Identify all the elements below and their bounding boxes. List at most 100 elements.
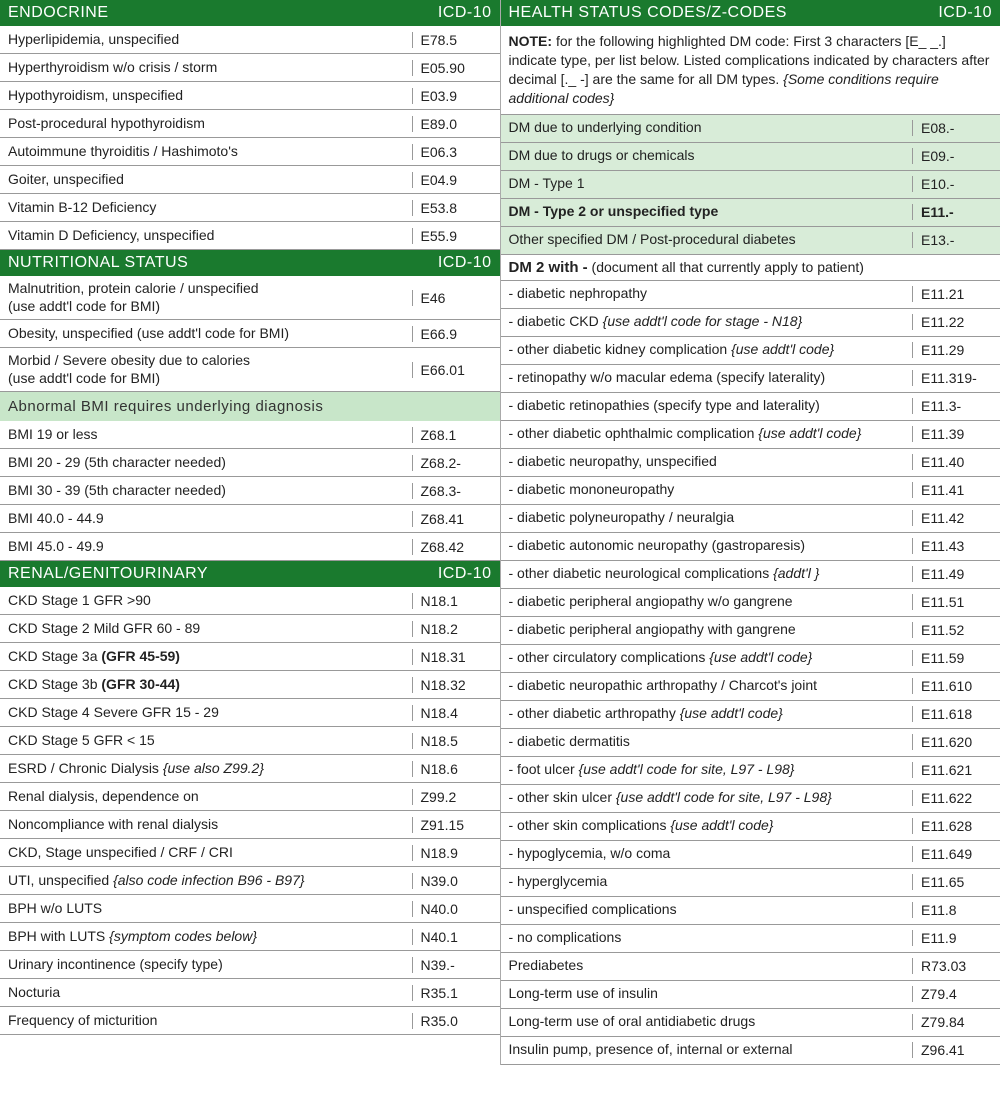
row-label: BMI 30 - 39 (5th character needed): [8, 482, 412, 500]
section-header: ENDOCRINEICD-10: [0, 0, 500, 26]
row-label: - diabetic neuropathy, unspecified: [509, 453, 913, 471]
row-code: Z68.41: [412, 511, 492, 527]
row-code: Z96.41: [912, 1042, 992, 1058]
row-code: E11.3-: [912, 398, 992, 414]
row-label: DM - Type 1: [509, 175, 913, 193]
table-row: CKD Stage 3b (GFR 30-44)N18.32: [0, 671, 500, 699]
row-code: E11.621: [912, 762, 992, 778]
table-row: DM - Type 2 or unspecified typeE11.-: [501, 199, 1000, 227]
row-code: E13.-: [912, 232, 992, 248]
row-label: - other circulatory complications {use a…: [509, 649, 913, 667]
row-label: ESRD / Chronic Dialysis {use also Z99.2}: [8, 760, 412, 778]
row-label: Hypothyroidism, unspecified: [8, 87, 412, 105]
row-label: Malnutrition, protein calorie / unspecif…: [8, 280, 412, 315]
row-code: E08.-: [912, 120, 992, 136]
row-code: Z68.42: [412, 539, 492, 555]
row-label: - diabetic peripheral angiopathy with ga…: [509, 621, 913, 639]
table-row: - diabetic neuropathy, unspecifiedE11.40: [501, 449, 1000, 477]
row-label: - other diabetic kidney complication {us…: [509, 341, 913, 359]
table-row: Noncompliance with renal dialysisZ91.15: [0, 811, 500, 839]
table-row: Goiter, unspecifiedE04.9: [0, 166, 500, 194]
table-row: - diabetic dermatitisE11.620: [501, 729, 1000, 757]
section-header: HEALTH STATUS CODES/Z-CODESICD-10: [501, 0, 1000, 26]
row-label: - foot ulcer {use addt'l code for site, …: [509, 761, 913, 779]
table-row: Long-term use of insulinZ79.4: [501, 981, 1000, 1009]
row-code: E11.22: [912, 314, 992, 330]
table-row: Insulin pump, presence of, internal or e…: [501, 1037, 1000, 1065]
table-row: - unspecified complicationsE11.8: [501, 897, 1000, 925]
section-header: Abnormal BMI requires underlying diagnos…: [0, 392, 500, 421]
row-code: E11.52: [912, 622, 992, 638]
table-row: Urinary incontinence (specify type)N39.-: [0, 951, 500, 979]
row-code: E11.42: [912, 510, 992, 526]
row-code: E78.5: [412, 32, 492, 48]
row-label: - retinopathy w/o macular edema (specify…: [509, 369, 913, 387]
page-wrap: ENDOCRINEICD-10Hyperlipidemia, unspecifi…: [0, 0, 1000, 1065]
row-code: E11.40: [912, 454, 992, 470]
row-code: Z79.4: [912, 986, 992, 1002]
table-row: BMI 40.0 - 44.9Z68.41: [0, 505, 500, 533]
row-code: E11.618: [912, 706, 992, 722]
row-code: E03.9: [412, 88, 492, 104]
section-title: NUTRITIONAL STATUS: [8, 254, 188, 272]
row-label: Obesity, unspecified (use addt'l code fo…: [8, 325, 412, 343]
row-label: Hyperthyroidism w/o crisis / storm: [8, 59, 412, 77]
table-row: - other diabetic arthropathy {use addt'l…: [501, 701, 1000, 729]
row-label: Insulin pump, presence of, internal or e…: [509, 1041, 913, 1059]
table-row: - diabetic polyneuropathy / neuralgiaE11…: [501, 505, 1000, 533]
row-code: E11.628: [912, 818, 992, 834]
table-row: - diabetic retinopathies (specify type a…: [501, 393, 1000, 421]
dm-subheader: DM 2 with - (document all that currently…: [501, 255, 1000, 281]
row-code: Z68.1: [412, 427, 492, 443]
row-label: BMI 19 or less: [8, 426, 412, 444]
row-label: Hyperlipidemia, unspecified: [8, 31, 412, 49]
table-row: BMI 45.0 - 49.9Z68.42: [0, 533, 500, 561]
row-label: BPH with LUTS {symptom codes below}: [8, 928, 412, 946]
table-row: - diabetic CKD {use addt'l code for stag…: [501, 309, 1000, 337]
dm-sub-title: DM 2 with -: [509, 259, 588, 276]
section-title: HEALTH STATUS CODES/Z-CODES: [509, 4, 787, 22]
row-code: E09.-: [912, 148, 992, 164]
dm-sub-paren: (document all that currently apply to pa…: [588, 259, 864, 275]
row-code: E11.59: [912, 650, 992, 666]
table-row: - diabetic mononeuropathyE11.41: [501, 477, 1000, 505]
table-row: CKD Stage 4 Severe GFR 15 - 29N18.4: [0, 699, 500, 727]
row-label: - unspecified complications: [509, 901, 913, 919]
row-label: Nocturia: [8, 984, 412, 1002]
row-label: Long-term use of insulin: [509, 985, 913, 1003]
row-label: Other specified DM / Post-procedural dia…: [509, 231, 913, 249]
table-row: CKD, Stage unspecified / CRF / CRIN18.9: [0, 839, 500, 867]
table-row: - other skin complications {use addt'l c…: [501, 813, 1000, 841]
row-code: Z79.84: [912, 1014, 992, 1030]
row-label: CKD Stage 1 GFR >90: [8, 592, 412, 610]
note-label: NOTE:: [509, 33, 553, 49]
row-label: CKD Stage 3b (GFR 30-44): [8, 676, 412, 694]
row-label: BMI 40.0 - 44.9: [8, 510, 412, 528]
row-code: N18.4: [412, 705, 492, 721]
table-row: UTI, unspecified {also code infection B9…: [0, 867, 500, 895]
row-code: Z68.3-: [412, 483, 492, 499]
section-title: RENAL/GENITOURINARY: [8, 565, 208, 583]
table-row: - other skin ulcer {use addt'l code for …: [501, 785, 1000, 813]
row-code: E46: [412, 290, 492, 306]
row-label: Vitamin B-12 Deficiency: [8, 199, 412, 217]
table-row: Autoimmune thyroiditis / Hashimoto'sE06.…: [0, 138, 500, 166]
table-row: Hypothyroidism, unspecifiedE03.9: [0, 82, 500, 110]
row-code: E11.51: [912, 594, 992, 610]
section-title: ENDOCRINE: [8, 4, 109, 22]
row-code: E11.319-: [912, 370, 992, 386]
row-code: N40.1: [412, 929, 492, 945]
row-label: CKD Stage 3a (GFR 45-59): [8, 648, 412, 666]
row-code: N18.5: [412, 733, 492, 749]
row-label: - diabetic retinopathies (specify type a…: [509, 397, 913, 415]
row-label: - diabetic nephropathy: [509, 285, 913, 303]
row-label: Noncompliance with renal dialysis: [8, 816, 412, 834]
row-label: CKD Stage 5 GFR < 15: [8, 732, 412, 750]
row-code: E11.610: [912, 678, 992, 694]
row-label: Long-term use of oral antidiabetic drugs: [509, 1013, 913, 1031]
row-label: - other skin complications {use addt'l c…: [509, 817, 913, 835]
row-code: E10.-: [912, 176, 992, 192]
section-code-label: ICD-10: [438, 565, 492, 583]
row-code: Z99.2: [412, 789, 492, 805]
row-code: Z91.15: [412, 817, 492, 833]
